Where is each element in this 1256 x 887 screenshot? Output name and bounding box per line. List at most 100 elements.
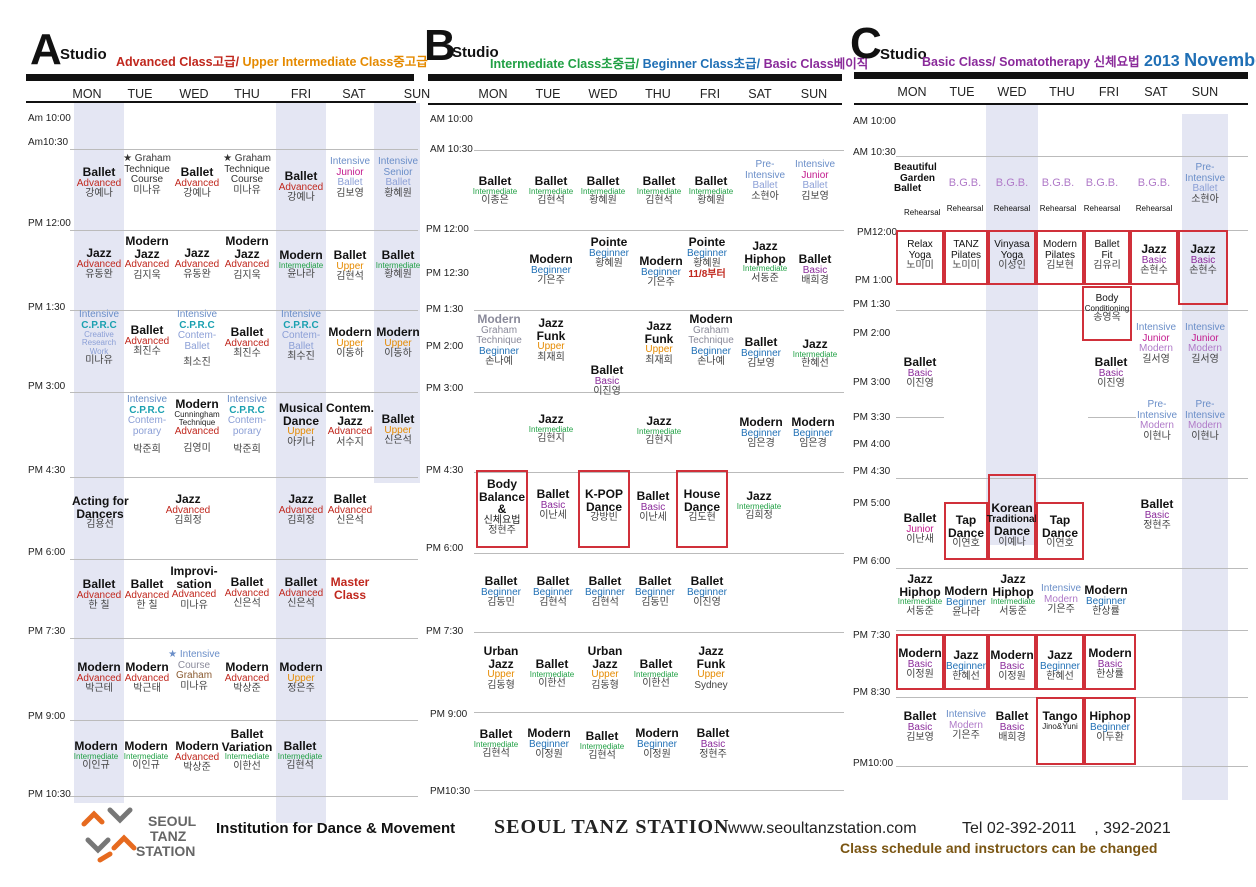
class-slot[interactable]: Modern Intermediate 이인규 — [73, 739, 119, 771]
class-slot[interactable]: Ballet Basic 정현주 — [1140, 497, 1174, 532]
class-slot[interactable]: Modern Basic 이정원 — [898, 646, 942, 681]
class-slot[interactable]: Ballet Basic 이진영 — [1094, 355, 1128, 390]
class-slot[interactable]: Contem. Jazz Advanced 서수지 — [326, 401, 374, 448]
class-slot[interactable]: Ballet Variation Intermediate 이한선 — [221, 727, 273, 772]
class-slot[interactable]: Ballet Intermediate 황혜원 — [688, 174, 734, 206]
class-slot[interactable]: Ballet Beginner 김현석 — [584, 574, 626, 609]
class-slot[interactable]: ★ Intensive Course Graham 미나유 — [168, 649, 220, 692]
class-slot[interactable]: Modern Jazz Advanced 김지욱 — [124, 234, 170, 281]
class-slot[interactable]: Ballet Basic 배희경 — [995, 709, 1029, 744]
class-slot[interactable]: Ballet Intermediate 김현석 — [473, 727, 519, 759]
class-slot[interactable]: Improvi-sation Advanced 미나유 — [170, 564, 218, 611]
class-slot[interactable]: Ballet Basic 배희경 — [798, 252, 832, 287]
class-slot[interactable]: Ballet Intermediate 김현석 — [636, 174, 682, 206]
class-slot[interactable]: Jazz Intermediate 김현지 — [528, 412, 574, 444]
class-slot[interactable]: Korean Traditional Dance 이예나 — [986, 501, 1038, 548]
class-slot[interactable]: Modern Advanced 박상준 — [224, 660, 270, 695]
class-slot[interactable]: Master Class — [330, 575, 370, 602]
class-slot[interactable]: Jazz Advanced 김희정 — [278, 492, 324, 527]
class-slot[interactable]: Modern Basic 한상률 — [1088, 646, 1132, 681]
class-slot[interactable]: Ballet Intermediate 이종은 — [472, 174, 518, 206]
class-slot[interactable]: Modern Pilates 김보현 — [1043, 239, 1077, 271]
class-slot[interactable]: Ballet Advanced 최진수 — [124, 323, 170, 358]
class-slot[interactable]: Intensive Modern 기은주 — [945, 709, 987, 741]
class-slot[interactable]: Ballet Upper 신은석 — [381, 412, 415, 447]
class-slot[interactable]: Acting for Dancers 김용선 — [72, 494, 129, 531]
class-slot[interactable]: Jazz Advanced 유동완 — [76, 246, 122, 281]
class-slot[interactable]: Ballet Intermediate 김현석 — [579, 729, 625, 761]
class-slot[interactable]: Intensive C.P.R.C Contem-porary 박준희 — [226, 394, 268, 455]
website-link[interactable]: www.seoultanzstation.com — [728, 820, 917, 837]
class-slot[interactable]: Urban Jazz Upper 김동형 — [587, 644, 623, 691]
class-slot[interactable]: House Dance 김도현 — [683, 487, 721, 524]
class-slot[interactable]: Modern Intermediate 윤나라 — [278, 248, 324, 280]
class-slot[interactable]: Modern Basic 이정원 — [990, 648, 1034, 683]
class-slot[interactable]: Jazz Hiphop Intermediate 서동준 — [990, 572, 1036, 617]
class-slot[interactable]: B.G.B. Rehearsal — [1135, 177, 1173, 213]
class-slot[interactable]: Intensive Junior Modern 길서영 — [1184, 322, 1226, 365]
class-slot[interactable]: Pre- Intensive Modern 이현나 — [1184, 399, 1226, 442]
class-slot[interactable]: Ballet Junior 이난새 — [903, 511, 937, 546]
class-slot[interactable]: Jazz Hiphop Intermediate 서동준 — [897, 572, 943, 617]
class-slot[interactable]: Jazz Intermediate 김현지 — [636, 414, 682, 446]
class-slot[interactable]: Modern Upper 이동하 — [376, 325, 420, 360]
class-slot[interactable]: Jazz Advanced 김희정 — [165, 492, 211, 527]
class-slot[interactable]: Relax Yoga 노미미 — [906, 239, 934, 271]
class-slot[interactable]: Jazz Hiphop Intermediate 서동준 — [742, 239, 788, 284]
class-slot[interactable]: Ballet Intermediate 이한선 — [529, 657, 575, 689]
class-slot[interactable]: Jazz Basic 손현수 — [1140, 242, 1168, 277]
class-slot[interactable]: Modern Upper 정은주 — [279, 660, 323, 695]
class-slot[interactable]: Modern Graham Technique Beginner 손나예 — [476, 312, 522, 368]
class-slot[interactable]: Ballet Beginner 김동민 — [480, 574, 522, 609]
class-slot[interactable]: Ballet Fit 김유리 — [1093, 239, 1121, 271]
class-slot[interactable]: Jazz Advanced 유동완 — [174, 246, 220, 281]
class-slot[interactable]: Ballet Intermediate 황혜원 — [580, 174, 626, 206]
class-slot[interactable]: Ballet Intermediate 황혜원 — [375, 248, 421, 280]
class-slot[interactable]: Tap Dance 이연호 — [1041, 513, 1079, 550]
class-slot[interactable]: B.G.B. Rehearsal — [946, 177, 984, 213]
class-slot[interactable]: Ballet Advanced 강예나 — [174, 165, 220, 200]
class-slot[interactable]: Intensive C.P.R.C Contem- Ballet 최수진 — [280, 309, 322, 362]
class-slot[interactable]: Intensive C.P.R.C Creative Research Work 미나유 — [78, 309, 120, 367]
class-slot[interactable]: Ballet Basic 이난세 — [536, 487, 570, 522]
class-slot[interactable]: Ballet Advanced 한 칠 — [124, 577, 170, 612]
class-slot[interactable]: Ballet Intermediate 이한선 — [633, 657, 679, 689]
class-slot[interactable]: Jazz Funk Upper 최재희 — [536, 316, 566, 363]
class-slot[interactable]: ★ Graham Technique Course 미나유 — [223, 153, 271, 196]
class-slot[interactable]: Modern Jazz Advanced 김지욱 — [224, 234, 270, 281]
class-slot[interactable]: Modern Beginner 기은주 — [639, 254, 683, 289]
class-slot[interactable]: Modern Intermediate 이인규 — [123, 739, 169, 771]
class-slot[interactable]: B.G.B. Rehearsal — [993, 177, 1031, 213]
class-slot[interactable]: B.G.B. Rehearsal — [1083, 177, 1121, 213]
class-slot[interactable]: Modern Cunningham Technique Advanced 김영미 — [174, 397, 220, 454]
class-slot[interactable]: Modern Advanced 박상준 — [174, 739, 220, 774]
class-slot[interactable]: Ballet Advanced 강예나 — [278, 169, 324, 204]
class-slot[interactable]: Ballet Beginner 김동민 — [634, 574, 676, 609]
class-slot[interactable]: Ballet Upper 김현석 — [333, 248, 367, 283]
class-slot[interactable]: Ballet Basic 이진영 — [590, 363, 624, 398]
class-slot[interactable]: Ballet Advanced 한 칠 — [76, 577, 122, 612]
class-slot[interactable]: Pre- Intensive Modern 이현나 — [1136, 399, 1178, 442]
class-slot[interactable]: Modern Beginner 임은경 — [791, 415, 835, 450]
class-slot[interactable]: Ballet Advanced 최진수 — [224, 325, 270, 360]
class-slot[interactable]: Intensive Junior Ballet 김보영 — [794, 159, 836, 202]
class-slot[interactable]: B.G.B. Rehearsal — [1039, 177, 1077, 213]
class-slot[interactable]: Jazz Funk Upper Sydney — [694, 644, 728, 691]
class-slot[interactable]: Ballet Beginner 김보영 — [740, 335, 782, 370]
class-slot[interactable]: Modern Beginner 임은경 — [739, 415, 783, 450]
class-slot[interactable]: Modern Advanced 박근테 — [76, 660, 122, 695]
class-slot[interactable]: Pointe Beginner 황혜원 11/8부터 — [686, 235, 728, 280]
class-slot[interactable]: Modern Advanced 박근태 — [124, 660, 170, 695]
class-slot[interactable]: Jazz Intermediate 한혜선 — [792, 337, 838, 369]
class-slot[interactable]: Modern Graham Technique Beginner 손나예 — [688, 312, 734, 368]
class-slot[interactable]: Musical Dance Upper 아키나 — [278, 401, 323, 448]
class-slot[interactable]: Pre- Intensive Ballet 소현아 — [744, 159, 786, 202]
class-slot[interactable]: Ballet Basic 이난세 — [636, 489, 670, 524]
class-slot[interactable]: K-POP Dance 강방빈 — [584, 487, 623, 524]
class-slot[interactable]: Pointe Beginner 황혜원 — [588, 235, 630, 270]
class-slot[interactable]: Intensive Junior Modern 길서영 — [1135, 322, 1177, 365]
class-slot[interactable]: Body Conditioning 송영옥 — [1084, 293, 1130, 323]
class-slot[interactable]: ★ Graham Technique Course 미나유 — [123, 153, 171, 196]
class-slot[interactable]: Modern Beginner 윤나라 — [944, 584, 988, 619]
class-slot[interactable]: Ballet Basic 김보영 — [903, 709, 937, 744]
